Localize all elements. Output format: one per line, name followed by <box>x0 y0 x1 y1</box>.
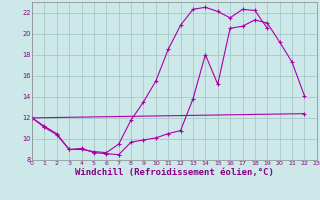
X-axis label: Windchill (Refroidissement éolien,°C): Windchill (Refroidissement éolien,°C) <box>75 168 274 177</box>
